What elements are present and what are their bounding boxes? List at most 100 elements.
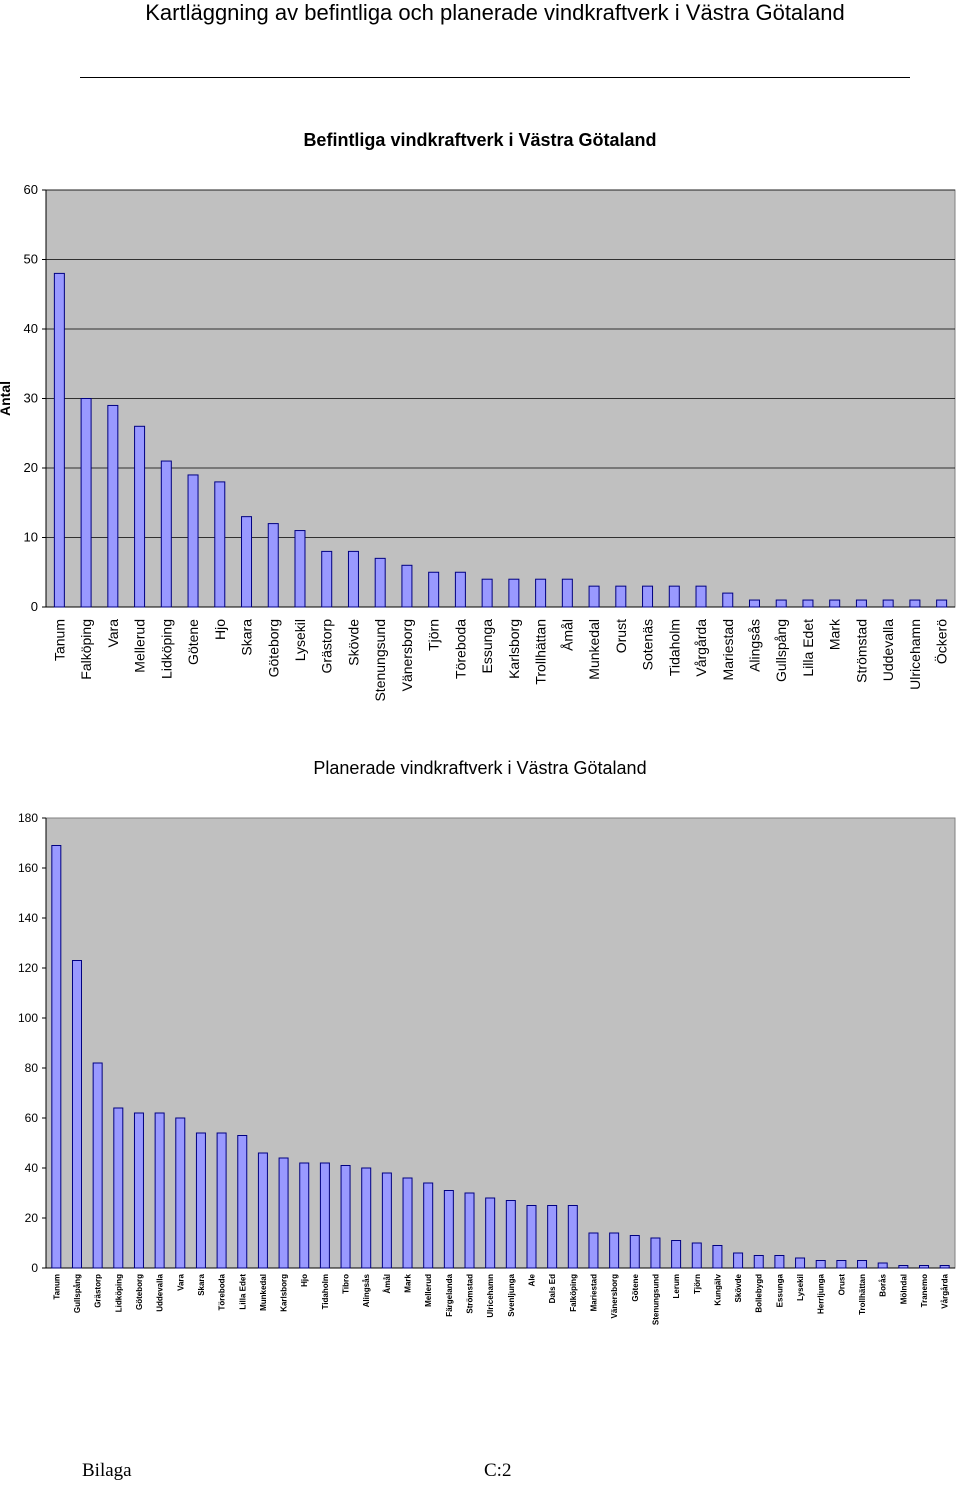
x-tick-label: Falköping xyxy=(569,1274,578,1312)
bar xyxy=(175,1117,186,1269)
bar xyxy=(802,599,814,608)
x-tick-label: Skövde xyxy=(345,619,361,666)
x-tick-label: Essunga xyxy=(775,1273,784,1307)
x-tick-label: Munkedal xyxy=(259,1274,268,1311)
x-tick-label: Uddevalla xyxy=(156,1273,165,1311)
bar xyxy=(668,585,680,608)
x-tick-label: Götene xyxy=(185,619,201,665)
bar xyxy=(402,1177,413,1269)
x-tick-label: Grästorp xyxy=(319,619,335,674)
x-tick-label: Kungälv xyxy=(713,1273,722,1305)
chart1-title: Befintliga vindkraftverk i Västra Götala… xyxy=(303,130,657,150)
x-tick-label: Tidaholm xyxy=(321,1274,330,1309)
bar xyxy=(695,585,707,608)
bar xyxy=(321,550,333,608)
page-title: Kartläggning av befintliga och planerade… xyxy=(145,0,845,25)
bar xyxy=(257,1152,268,1269)
x-tick-label: Lerum xyxy=(672,1274,681,1298)
bar xyxy=(535,578,547,608)
x-tick-label: Skara xyxy=(239,619,255,656)
x-tick-label: Mellerud xyxy=(424,1274,433,1307)
x-tick-label: Lysekil xyxy=(292,619,308,661)
bar xyxy=(216,1132,227,1269)
bar xyxy=(381,1172,392,1269)
x-tick-label: Vara xyxy=(105,619,121,648)
x-tick-label: Essunga xyxy=(479,619,495,674)
bar xyxy=(214,481,226,608)
x-tick-label: Tanum xyxy=(51,619,67,661)
x-tick-label: Hjo xyxy=(300,1274,309,1287)
bar xyxy=(92,1062,103,1269)
x-tick-label: Stenungsund xyxy=(372,619,388,702)
y-tick-label: 40 xyxy=(25,1161,39,1175)
x-tick-label: Vårgårda xyxy=(941,1273,950,1308)
bar xyxy=(51,845,62,1269)
x-tick-label: Lilla Edet xyxy=(800,619,816,677)
x-tick-label: Dals Ed xyxy=(548,1274,557,1303)
x-tick-label: Mellerud xyxy=(132,619,148,673)
x-tick-label: Svenljunga xyxy=(507,1273,516,1316)
bar xyxy=(919,1265,930,1269)
x-tick-label: Gullspång xyxy=(73,1274,82,1313)
y-tick-label: 0 xyxy=(31,599,38,614)
bar xyxy=(882,599,894,608)
y-tick-label: 180 xyxy=(18,811,38,825)
x-tick-label: Ale xyxy=(527,1273,536,1286)
y-tick-label: 10 xyxy=(24,530,38,545)
x-tick-label: Göteborg xyxy=(135,1274,144,1310)
bar xyxy=(278,1157,289,1269)
bar xyxy=(113,1107,124,1269)
x-tick-label: Töreboda xyxy=(218,1273,227,1310)
x-tick-label: Tanum xyxy=(52,1274,61,1300)
x-tick-label: Ulricehamn xyxy=(907,619,923,690)
x-tick-label: Vänersborg xyxy=(610,1274,619,1319)
bar xyxy=(428,571,440,608)
bar xyxy=(629,1235,640,1269)
bar xyxy=(775,599,787,608)
x-tick-label: Trollhättan xyxy=(533,619,549,685)
x-tick-label: Göteborg xyxy=(265,619,281,677)
y-tick-label: 140 xyxy=(18,911,38,925)
bar xyxy=(299,1162,310,1269)
x-tick-label: Strömstad xyxy=(853,619,869,683)
footer-appendix-label: Bilaga xyxy=(82,1460,132,1481)
y-tick-label: 20 xyxy=(24,460,38,475)
bar xyxy=(237,1135,248,1269)
bar xyxy=(508,578,520,608)
bar xyxy=(877,1262,888,1269)
x-tick-label: Hjo xyxy=(212,619,228,640)
bar xyxy=(319,1162,330,1269)
bar xyxy=(588,585,600,608)
y-tick-label: 20 xyxy=(25,1211,39,1225)
bar xyxy=(53,272,65,608)
x-tick-label: Töreboda xyxy=(452,619,468,679)
x-tick-label: Åmål xyxy=(383,1274,392,1294)
bar xyxy=(857,1260,868,1269)
y-tick-label: 80 xyxy=(25,1061,39,1075)
bar xyxy=(588,1232,599,1269)
y-tick-label: 120 xyxy=(18,961,38,975)
x-tick-label: Orust xyxy=(837,1274,846,1296)
bar xyxy=(547,1205,558,1269)
x-tick-label: Lilla Edet xyxy=(238,1274,247,1310)
x-tick-label: Sotenäs xyxy=(640,619,656,670)
bar xyxy=(691,1242,702,1269)
bar xyxy=(464,1192,475,1269)
bar xyxy=(722,592,734,608)
x-tick-label: Tidaholm xyxy=(666,619,682,676)
x-tick-label: Uddevalla xyxy=(880,619,896,681)
bar xyxy=(241,516,253,608)
bar xyxy=(160,460,172,608)
bar xyxy=(485,1197,496,1269)
x-tick-label: Karlsborg xyxy=(280,1274,289,1312)
x-tick-label: Ulricehamn xyxy=(486,1274,495,1318)
y-tick-label: 30 xyxy=(24,391,38,406)
bar xyxy=(401,564,413,608)
x-tick-label: Öckerö xyxy=(933,619,950,664)
x-tick-label: Tibro xyxy=(342,1274,351,1294)
y-tick-label: 40 xyxy=(24,321,38,336)
bar xyxy=(829,599,841,608)
bar xyxy=(443,1190,454,1269)
x-tick-label: Vänersborg xyxy=(399,619,415,691)
bar xyxy=(855,599,867,608)
